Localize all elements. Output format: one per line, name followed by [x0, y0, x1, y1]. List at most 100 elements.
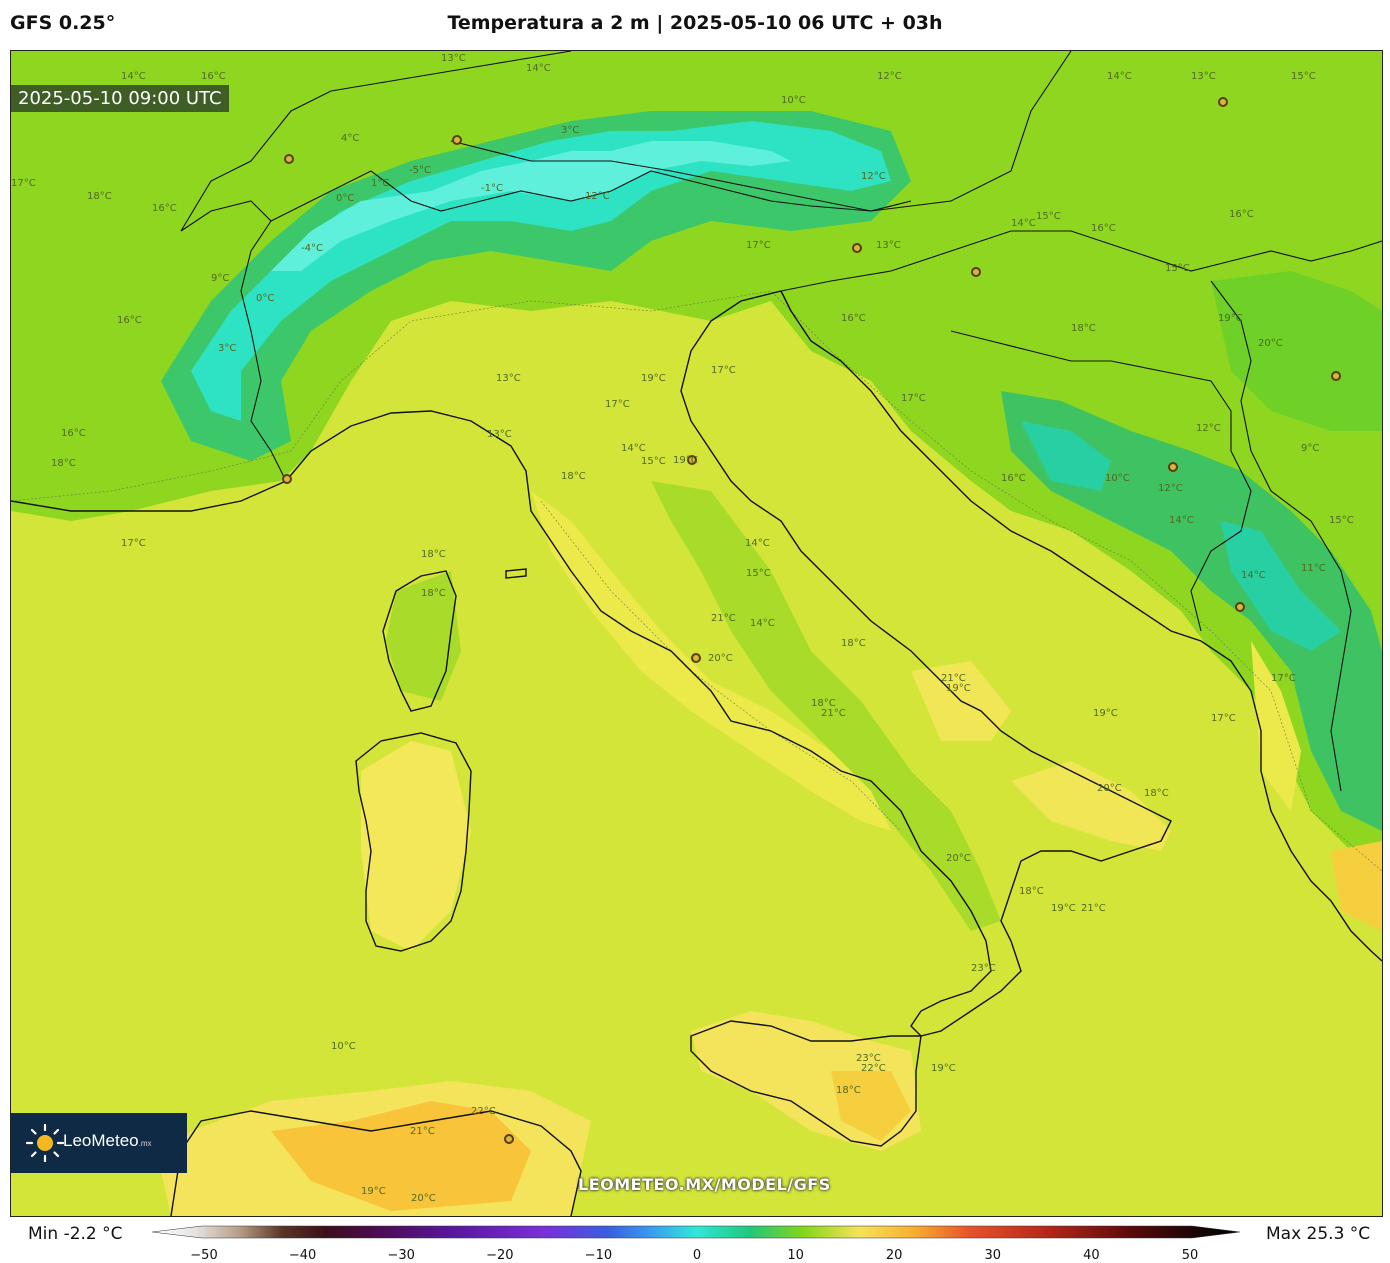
city-dot[interactable] [1168, 462, 1178, 472]
isotherm-label: 14°C [1011, 218, 1036, 229]
isotherm-label: 16°C [841, 313, 866, 324]
coastline-sardinia [355, 732, 472, 952]
isotherm-label: 18°C [561, 471, 586, 482]
isotherm-label: 23°C [856, 1053, 881, 1064]
city-dot[interactable] [452, 135, 462, 145]
national-borders [180, 51, 1382, 792]
isotherm-label: 16°C [117, 315, 142, 326]
isotherm-label: 16°C [1091, 223, 1116, 234]
colorbar-tick-label: −30 [387, 1248, 415, 1263]
cold-zone-summits [271, 141, 791, 271]
coastline-corsica [382, 570, 457, 712]
coastlines [11, 290, 1382, 1216]
isotherm-label: 14°C [1169, 515, 1194, 526]
isotherm-label: 21°C [1081, 903, 1106, 914]
isotherm-label: 18°C [1071, 323, 1096, 334]
isotherm-label: 19°C [361, 1186, 386, 1197]
isotherm-label: 18°C [421, 549, 446, 560]
isotherm-label: 18°C [811, 698, 836, 709]
colorbar-tick-label: 40 [1083, 1248, 1100, 1263]
model-name: GFS 0.25° [10, 12, 116, 34]
isotherm-label: 17°C [605, 399, 630, 410]
hot-zone-greece [1331, 841, 1382, 931]
isotherm-label: 17°C [901, 393, 926, 404]
coastline-elba [505, 568, 527, 579]
isotherm-label: 4°C [341, 133, 359, 144]
border-austria [450, 51, 1072, 212]
city-dot[interactable] [971, 267, 981, 277]
isotherm-label: 22°C [471, 1106, 496, 1117]
isotherm-label: 13°C [496, 373, 521, 384]
isotherm-label: 20°C [946, 853, 971, 864]
isotherm-label: 18°C [421, 588, 446, 599]
city-dot[interactable] [691, 653, 701, 663]
coastline-tunisia [170, 1110, 582, 1216]
city-dot[interactable] [1218, 97, 1228, 107]
isotherm-label: 14°C [1241, 570, 1266, 581]
isotherm-label: 21°C [941, 673, 966, 684]
colorbar-tick-label: −40 [288, 1248, 317, 1263]
city-dot[interactable] [1235, 602, 1245, 612]
isotherm-label: 3°C [561, 125, 579, 136]
isotherm-label: -1°C [481, 183, 503, 194]
isotherm-label: 18°C [841, 638, 866, 649]
warm-zone-sardinia [361, 741, 471, 951]
colorbar-tick-label: 50 [1181, 1248, 1199, 1263]
isotherm-label: 12°C [861, 171, 886, 182]
isotherm-label: 15°C [1329, 515, 1354, 526]
isotherm-label: 19°C [931, 1063, 956, 1074]
isotherm-label: 19°C [673, 455, 698, 466]
coastline-sicily [690, 1020, 922, 1147]
city-dot[interactable] [504, 1134, 514, 1144]
colorbar-tick-label: −10 [584, 1248, 613, 1263]
mild-zone-apennines [651, 481, 1001, 931]
colorbar-tick-label: 10 [787, 1248, 804, 1263]
isotherm-label: 20°C [708, 653, 733, 664]
isotherm-label: 19°C [1051, 903, 1076, 914]
city-dot[interactable] [687, 455, 697, 465]
isotherm-label: 1°C [371, 178, 389, 189]
hot-zone-sicily [831, 1071, 911, 1141]
temperature-map[interactable]: 14°C 16°C 13°C 14°C 12°C 14°C 13°C 15°C 17°C 18°C… [10, 50, 1383, 1217]
colorbar-tick-label: 30 [984, 1248, 1002, 1263]
cold-zone-balkan-peak [1221, 521, 1341, 651]
city-markers [282, 97, 1341, 1144]
isotherm-label: 15°C [1291, 71, 1316, 82]
isotherm-label: 23°C [971, 963, 996, 974]
isotherm-label: 14°C [526, 63, 551, 74]
isotherm-label: 19°C [946, 683, 971, 694]
coastline-france [11, 480, 287, 512]
coastline-mainland-italy [285, 290, 1172, 1037]
colorbar-tick-label: −20 [486, 1248, 514, 1263]
border-swiss-italy [270, 170, 912, 222]
isotherm-label: 12°C [877, 71, 902, 82]
isotherm-label: 10°C [781, 95, 806, 106]
isotherm-label: 16°C [201, 71, 226, 82]
isotherm-label: 15°C [1165, 263, 1190, 274]
city-dot[interactable] [1331, 371, 1341, 381]
watermark-url: LEOMETEO.MX/MODEL/GFS [578, 1175, 831, 1194]
cool-zone-balkans [1001, 391, 1382, 831]
isotherm-label: 17°C [711, 365, 736, 376]
hot-zone-tunisia [271, 1101, 531, 1211]
isotherm-label: 19°C [1218, 313, 1243, 324]
city-dot[interactable] [284, 154, 294, 164]
isotherm-label: 16°C [1001, 473, 1026, 484]
leometeo-logo[interactable]: LeoMeteo.mx [11, 1113, 187, 1173]
isotherm-label: 14°C [1107, 71, 1132, 82]
isotherm-label: 11°C [1301, 563, 1326, 574]
isotherm-label: 16°C [1229, 209, 1254, 220]
isotherm-label: 0°C [256, 293, 274, 304]
isotherm-label: 22°C [861, 1063, 886, 1074]
map-canvas: 14°C 16°C 13°C 14°C 12°C 14°C 13°C 15°C 17°C 18°C… [11, 51, 1382, 1216]
isotherm-label: 18°C [51, 458, 76, 469]
border-north-alps [180, 51, 572, 232]
isotherm-label: 21°C [410, 1126, 435, 1137]
city-dot[interactable] [282, 474, 292, 484]
min-temperature: Min -2.2 °C [28, 1224, 123, 1244]
isotherm-label: 19°C [1093, 708, 1118, 719]
city-dot[interactable] [852, 243, 862, 253]
isotherm-label: 17°C [121, 538, 146, 549]
mild-zone-corsica [386, 571, 461, 701]
isotherm-label: 21°C [821, 708, 846, 719]
